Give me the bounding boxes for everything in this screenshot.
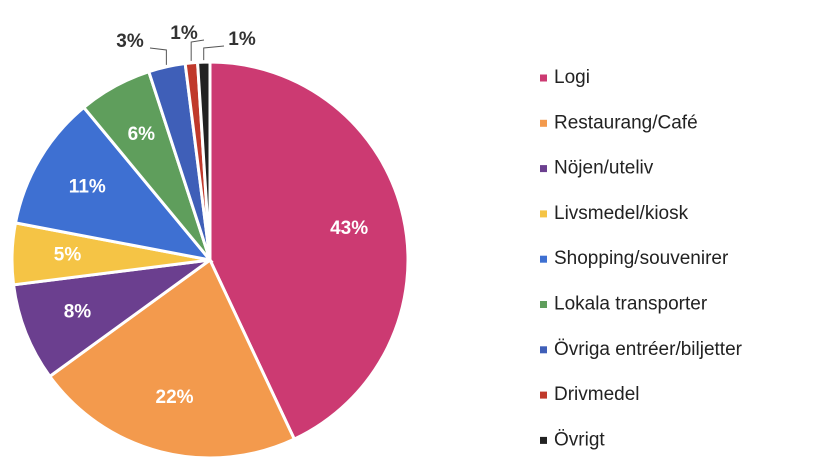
value-label: 1% [228, 29, 256, 50]
legend-label: Drivmedel [554, 384, 640, 405]
leader-line [149, 47, 167, 65]
legend-label: Övriga entréer/biljetter [554, 339, 743, 360]
legend-label: Logi [554, 67, 590, 88]
value-label: 6% [128, 124, 156, 145]
legend-marker [540, 165, 547, 173]
legend-marker [540, 436, 547, 444]
legend-marker [540, 210, 547, 218]
legend-label: Övrigt [554, 429, 605, 450]
pie-slice [13, 105, 214, 263]
legend-marker [540, 74, 547, 82]
value-label: 11% [69, 176, 106, 197]
value-label: 8% [64, 301, 92, 322]
legend-marker [540, 255, 547, 263]
legend-label: Shopping/souvenirer [554, 248, 729, 269]
legend-marker [540, 301, 547, 308]
legend-marker [540, 119, 547, 127]
leader-line [190, 39, 205, 61]
leader-line [203, 45, 225, 61]
value-label: 1% [170, 23, 198, 44]
legend-label: Livsmedel/kiosk [554, 203, 689, 224]
value-label: 5% [54, 245, 82, 266]
value-label: 3% [116, 31, 144, 52]
legend-label: Restaurang/Café [554, 112, 698, 133]
legend-marker [540, 346, 547, 354]
legend-marker [540, 391, 547, 399]
legend-label: Nöjen/uteliv [554, 158, 654, 179]
pie-slice [208, 60, 410, 442]
legend-label: Lokala transporter [554, 294, 708, 315]
value-label: 43% [330, 218, 368, 239]
pie-slice [195, 60, 212, 261]
pie-slice [11, 258, 211, 379]
pie-slice [47, 257, 297, 459]
value-label: 22% [156, 387, 194, 408]
